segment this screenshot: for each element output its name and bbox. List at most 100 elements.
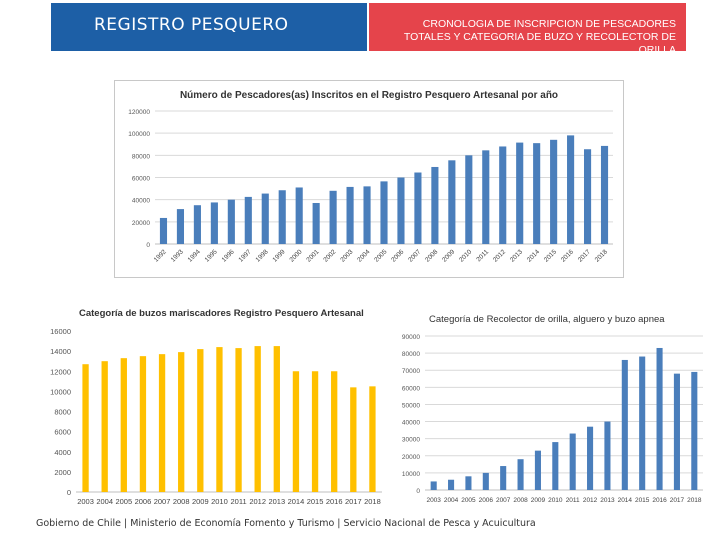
y-tick-label: 70000 <box>402 368 420 375</box>
x-tick-label: 2003 <box>77 497 94 506</box>
footer-text: Gobierno de Chile | Ministerio de Econom… <box>36 518 536 529</box>
bar-2018 <box>600 145 609 244</box>
x-tick-label: 2010 <box>548 497 563 504</box>
bar-2016 <box>567 135 575 244</box>
x-tick-label: 2005 <box>373 248 388 263</box>
bar-2010 <box>552 442 559 490</box>
bar-2000 <box>295 187 303 244</box>
header-right-banner: CRONOLOGIA DE INSCRIPCION DE PESCADORES … <box>369 3 686 56</box>
x-tick-label: 2017 <box>670 497 685 504</box>
chart-title: Número de Pescadores(as) Inscritos en el… <box>180 90 558 101</box>
x-tick-label: 2006 <box>135 497 152 506</box>
bar-2008 <box>178 352 185 492</box>
chart-title: Categoría de buzos mariscadores Registro… <box>79 308 364 319</box>
bar-1998 <box>261 193 269 244</box>
bar-2010 <box>216 347 223 492</box>
x-tick-label: 2009 <box>192 497 209 506</box>
bar-2003 <box>82 364 89 492</box>
x-tick-label: 1995 <box>204 248 219 263</box>
x-tick-label: 2018 <box>594 248 609 263</box>
y-tick-label: 60000 <box>402 385 420 392</box>
bar-2006 <box>139 356 147 492</box>
x-tick-label: 2016 <box>326 497 343 506</box>
bar-2006 <box>397 177 405 244</box>
x-tick-label: 2013 <box>600 497 615 504</box>
bar-2017 <box>350 387 357 492</box>
bar-2009 <box>197 349 204 492</box>
y-tick-label: 30000 <box>402 437 420 444</box>
bar-2014 <box>292 371 300 492</box>
bar-2011 <box>482 150 490 244</box>
bar-2013 <box>516 142 524 244</box>
header-subtitle: CRONOLOGIA DE INSCRIPCION DE PESCADORES … <box>403 18 676 56</box>
x-tick-label: 2012 <box>583 497 598 504</box>
bar-2005 <box>380 181 388 244</box>
bar-2008 <box>431 166 439 244</box>
x-tick-label: 1997 <box>238 248 253 263</box>
bar-2016 <box>331 371 338 492</box>
y-tick-label: 10000 <box>402 471 420 478</box>
x-tick-label: 2006 <box>390 248 405 263</box>
y-tick-label: 2000 <box>54 468 71 477</box>
y-tick-label: 16000 <box>50 327 71 336</box>
bar-1999 <box>278 190 286 244</box>
y-tick-label: 80000 <box>132 153 150 160</box>
x-tick-label: 1998 <box>254 248 269 263</box>
y-tick-label: 20000 <box>402 454 420 461</box>
x-tick-label: 2007 <box>407 248 422 263</box>
chart-title: Categoría de Recolector de orilla, algue… <box>429 314 665 325</box>
bar-2017 <box>673 373 680 490</box>
bar-2005 <box>120 358 127 492</box>
x-tick-label: 2010 <box>211 497 228 506</box>
header-left-banner: REGISTRO PESQUERO <box>51 3 367 51</box>
bar-2013 <box>273 346 280 492</box>
x-tick-label: 2014 <box>618 497 633 504</box>
x-tick-label: 2007 <box>496 497 511 504</box>
x-tick-label: 2007 <box>154 497 171 506</box>
chart-total-fishers-svg: Número de Pescadores(as) Inscritos en el… <box>128 90 613 264</box>
x-tick-label: 2004 <box>356 248 371 263</box>
chart-divers-svg: Categoría de buzos mariscadores Registro… <box>50 308 382 506</box>
bar-2015 <box>311 371 319 492</box>
x-tick-label: 2008 <box>424 248 439 263</box>
x-tick-label: 2003 <box>426 497 441 504</box>
x-tick-label: 2001 <box>305 248 320 263</box>
x-tick-label: 2002 <box>322 248 337 263</box>
bar-2007 <box>414 172 422 244</box>
bar-2012 <box>499 146 507 244</box>
bar-2007 <box>500 466 507 490</box>
x-tick-label: 2015 <box>307 497 324 506</box>
y-tick-label: 80000 <box>402 351 420 358</box>
bar-2008 <box>517 459 524 490</box>
x-tick-label: 2004 <box>444 497 459 504</box>
bar-1995 <box>210 202 218 244</box>
x-tick-label: 2013 <box>268 497 285 506</box>
bar-1994 <box>193 205 201 244</box>
x-tick-label: 2018 <box>364 497 381 506</box>
x-tick-label: 1999 <box>271 248 286 263</box>
bar-2001 <box>312 202 320 244</box>
y-tick-label: 8000 <box>54 408 71 417</box>
y-tick-label: 60000 <box>132 176 150 183</box>
x-tick-label: 2005 <box>461 497 476 504</box>
x-tick-label: 2009 <box>441 248 456 263</box>
y-tick-label: 40000 <box>132 198 150 205</box>
x-tick-label: 2012 <box>249 497 266 506</box>
x-tick-label: 2016 <box>652 497 667 504</box>
bar-2012 <box>254 346 261 492</box>
bar-2015 <box>550 139 558 244</box>
y-tick-label: 6000 <box>54 428 71 437</box>
x-tick-label: 2010 <box>458 248 473 263</box>
y-tick-label: 4000 <box>54 448 71 457</box>
y-tick-label: 0 <box>67 488 71 497</box>
chart-shore-collectors-svg: Categoría de Recolector de orilla, algue… <box>402 314 703 504</box>
y-tick-label: 40000 <box>402 420 420 427</box>
bar-2014 <box>621 359 628 490</box>
bar-2017 <box>583 149 592 244</box>
bar-2014 <box>533 143 541 244</box>
bar-2003 <box>346 186 354 244</box>
x-tick-label: 1994 <box>187 248 202 263</box>
bar-2011 <box>235 348 242 492</box>
bar-2005 <box>465 476 472 490</box>
x-tick-label: 2013 <box>509 248 524 263</box>
